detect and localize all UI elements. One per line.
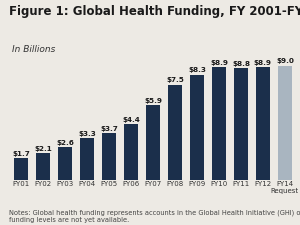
Bar xyxy=(124,124,138,180)
Bar xyxy=(14,158,28,180)
Text: $8.9: $8.9 xyxy=(210,60,228,66)
Bar xyxy=(80,138,94,180)
Text: $2.6: $2.6 xyxy=(56,140,74,146)
Bar xyxy=(146,105,160,180)
Text: $9.0: $9.0 xyxy=(276,58,294,64)
Bar xyxy=(278,66,292,180)
Text: Figure 1: Global Health Funding, FY 2001-FY 2014: Figure 1: Global Health Funding, FY 2001… xyxy=(9,4,300,18)
Text: Notes: Global health funding represents accounts in the Global Health Initiative: Notes: Global health funding represents … xyxy=(9,209,300,223)
Bar xyxy=(58,147,72,180)
Text: $8.3: $8.3 xyxy=(188,67,206,73)
Bar xyxy=(190,75,204,180)
Bar xyxy=(102,133,116,180)
Text: $2.1: $2.1 xyxy=(34,146,52,152)
Text: $3.3: $3.3 xyxy=(78,131,96,137)
Text: $5.9: $5.9 xyxy=(144,98,162,104)
Text: $4.4: $4.4 xyxy=(122,117,140,123)
Bar xyxy=(256,67,269,180)
Text: In Billions: In Billions xyxy=(12,45,55,54)
Text: $8.8: $8.8 xyxy=(232,61,250,67)
Text: $3.7: $3.7 xyxy=(100,126,118,132)
Bar xyxy=(234,68,248,180)
Text: $7.5: $7.5 xyxy=(166,77,184,83)
Bar xyxy=(168,85,182,180)
Text: $1.7: $1.7 xyxy=(12,151,30,157)
Bar xyxy=(37,153,50,180)
Bar xyxy=(212,67,226,180)
Text: $8.9: $8.9 xyxy=(254,60,272,66)
